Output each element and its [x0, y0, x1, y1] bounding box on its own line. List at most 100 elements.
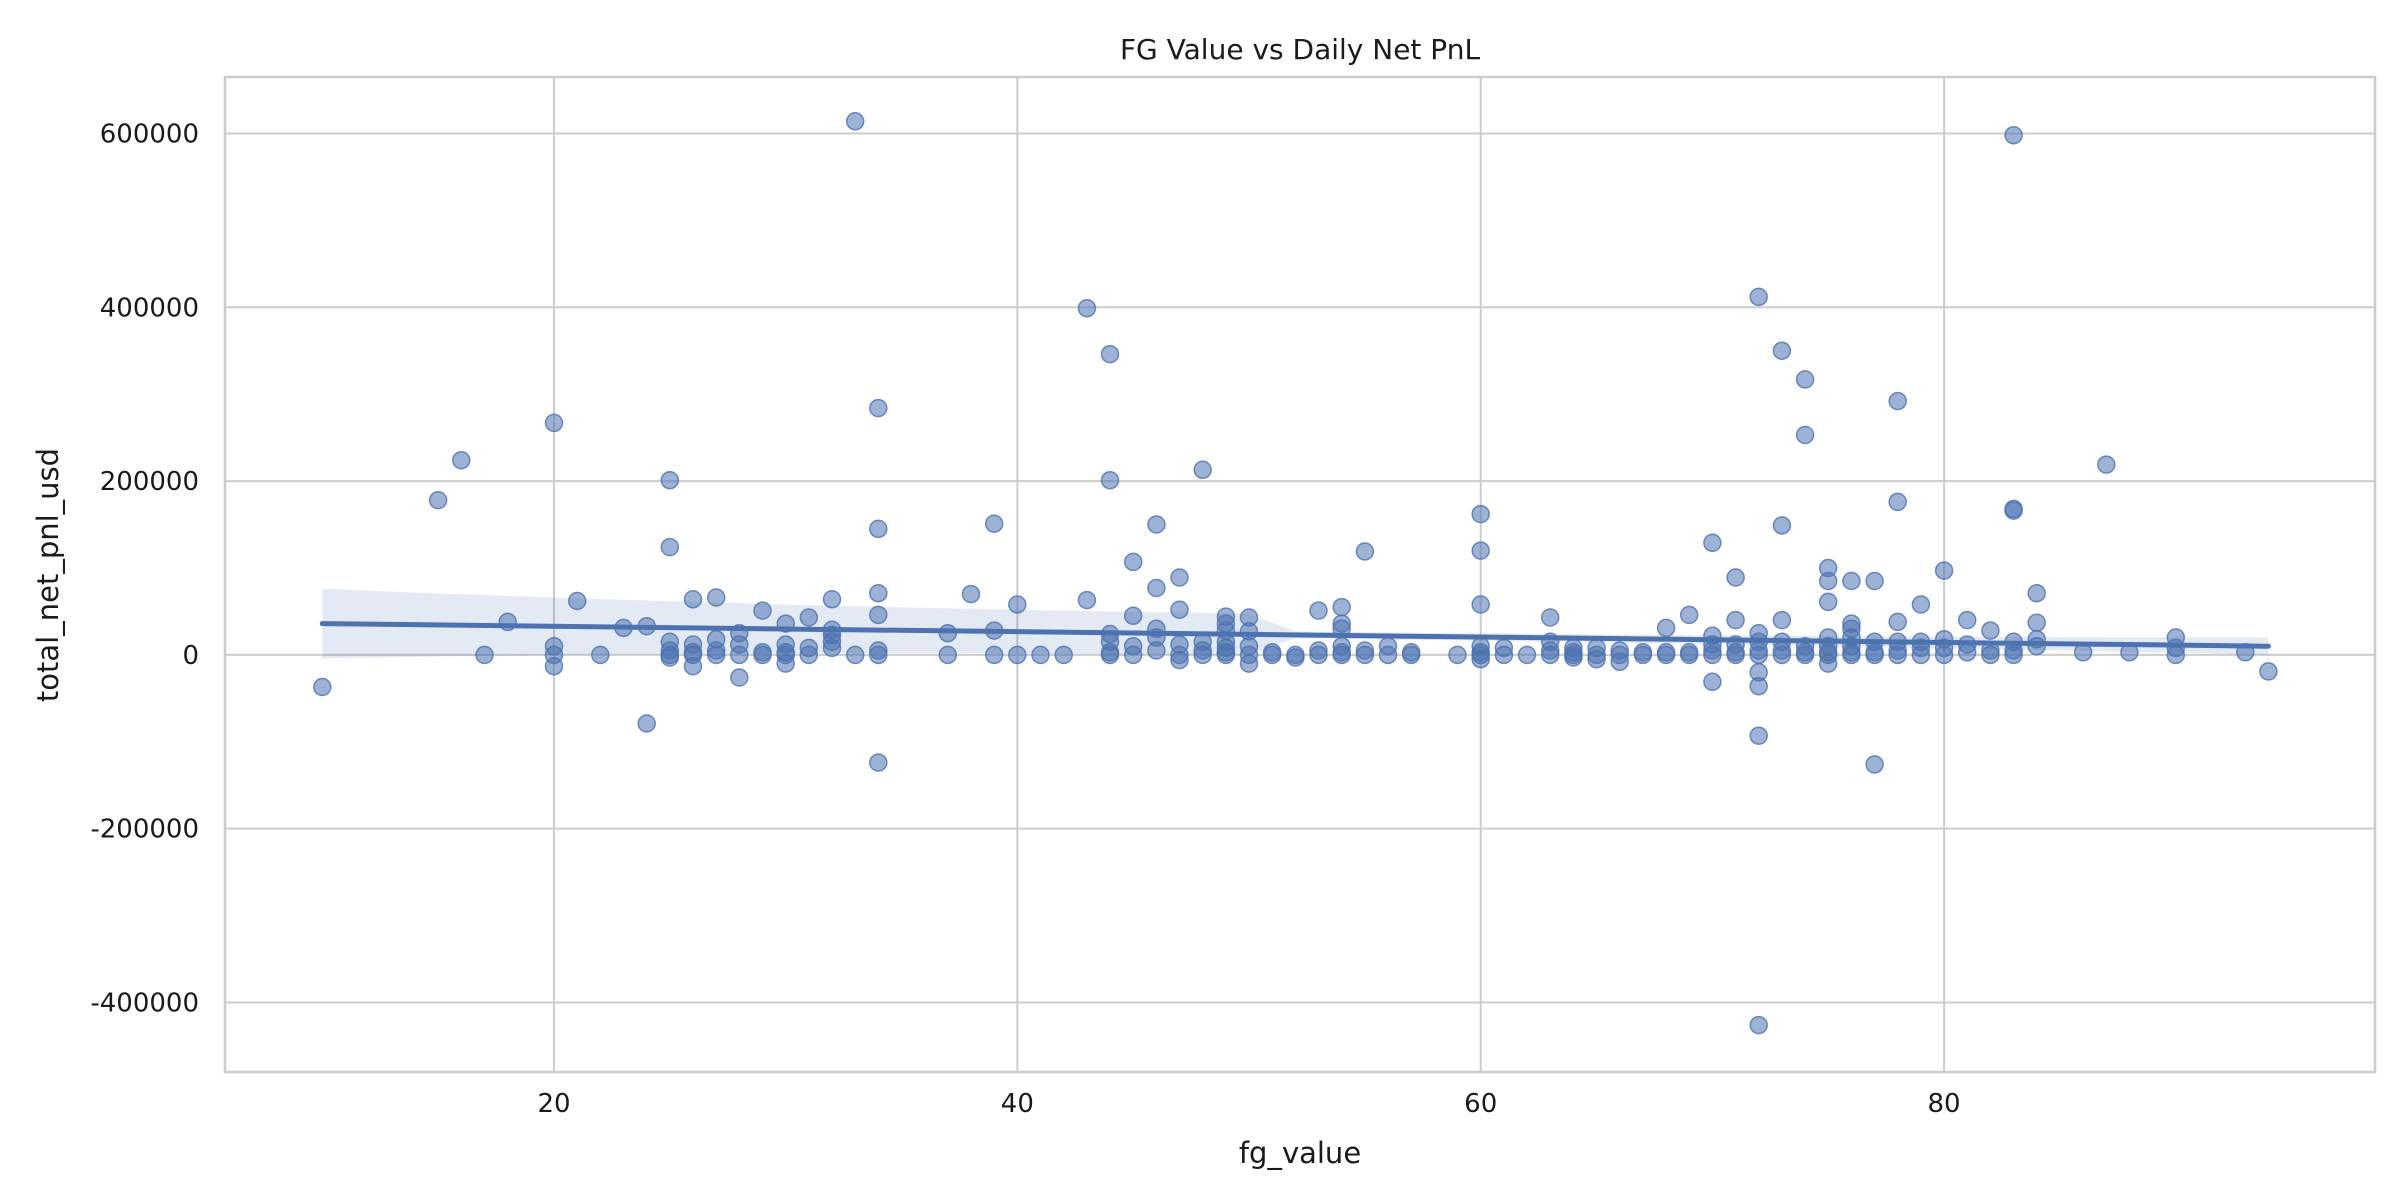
- data-point: [753, 645, 772, 665]
- data-point: [845, 112, 865, 131]
- data-point: [1587, 649, 1606, 669]
- y-tick-label: 0: [182, 641, 199, 671]
- data-point: [2166, 645, 2186, 665]
- data-point: [984, 514, 1004, 533]
- data-point: [706, 588, 726, 607]
- data-point: [1703, 672, 1722, 692]
- data-point: [1494, 645, 1514, 665]
- regression-layer: [319, 621, 2271, 649]
- data-point: [1888, 492, 1907, 512]
- x-tick-label: 40: [1001, 1089, 1034, 1119]
- data-point: [1170, 600, 1189, 619]
- data-point: [1193, 460, 1212, 480]
- data-point: [1077, 298, 1097, 318]
- data-point: [1216, 645, 1236, 665]
- data-point: [845, 645, 865, 665]
- data-point: [1239, 654, 1259, 673]
- data-point: [1865, 571, 1884, 591]
- data-point: [1772, 341, 1792, 360]
- data-point: [1934, 561, 1954, 580]
- regression-line: [319, 621, 2271, 649]
- data-point: [2027, 583, 2046, 603]
- grid: [225, 77, 2375, 1072]
- data-point: [1795, 425, 1815, 445]
- data-point: [1448, 645, 1467, 665]
- data-point: [1517, 645, 1537, 665]
- data-point: [1888, 645, 1907, 665]
- data-point: [706, 645, 726, 665]
- data-point: [1008, 595, 1027, 614]
- data-point: [2004, 645, 2023, 665]
- data-point: [1008, 645, 1027, 665]
- x-axis-label: fg_value: [1239, 1136, 1361, 1170]
- data-point: [2259, 662, 2278, 681]
- data-point: [660, 470, 680, 490]
- data-point: [637, 714, 656, 733]
- data-point: [1981, 621, 2000, 640]
- data-point: [1309, 645, 1328, 665]
- data-point: [869, 398, 888, 418]
- data-point: [660, 537, 680, 557]
- data-point: [1795, 370, 1815, 389]
- data-point: [2097, 455, 2116, 474]
- data-point: [1865, 755, 1884, 774]
- x-tick-label: 60: [1464, 1089, 1497, 1119]
- data-point: [1123, 552, 1143, 572]
- x-tick-label: 20: [537, 1089, 570, 1119]
- data-point: [2027, 636, 2046, 656]
- data-point: [1957, 643, 1977, 662]
- data-point: [1818, 592, 1838, 612]
- data-point: [544, 413, 564, 433]
- data-point: [799, 645, 819, 665]
- data-point: [2004, 125, 2023, 145]
- data-point: [869, 605, 888, 625]
- y-tick-label: -400000: [90, 988, 199, 1018]
- data-point: [660, 648, 680, 667]
- data-point: [1262, 645, 1282, 665]
- y-tick-label: 200000: [100, 467, 199, 497]
- data-point: [475, 645, 494, 665]
- data-point: [1564, 648, 1583, 667]
- data-point: [1123, 606, 1143, 626]
- data-point: [1100, 470, 1120, 490]
- data-point: [1355, 542, 1375, 561]
- data-point: [1100, 645, 1120, 665]
- data-point: [1726, 568, 1745, 587]
- data-point: [1818, 571, 1838, 591]
- data-point: [1123, 645, 1143, 665]
- data-point: [1749, 1015, 1768, 1035]
- data-point: [869, 645, 888, 665]
- data-point: [822, 638, 842, 658]
- data-point: [1332, 597, 1351, 617]
- data-point: [1772, 516, 1792, 535]
- data-point: [1170, 650, 1189, 670]
- data-point: [1147, 641, 1166, 660]
- data-point: [869, 519, 888, 539]
- x-tick-label: 80: [1928, 1089, 1961, 1119]
- data-point: [822, 590, 842, 609]
- data-point: [730, 645, 749, 665]
- data-point: [1981, 645, 2000, 665]
- data-point: [1471, 504, 1490, 524]
- data-point: [1934, 645, 1954, 665]
- data-point: [1726, 645, 1745, 665]
- data-point: [1540, 645, 1560, 665]
- data-point: [1633, 645, 1653, 665]
- data-point: [2004, 501, 2023, 520]
- data-point: [1100, 344, 1120, 364]
- data-point: [1865, 645, 1884, 665]
- data-point: [1888, 391, 1907, 411]
- data-point: [1772, 645, 1792, 665]
- data-point: [730, 668, 749, 687]
- data-point: [1170, 568, 1189, 587]
- y-tick-label: 400000: [100, 293, 199, 323]
- y-tick-label: -200000: [90, 815, 199, 845]
- data-point: [984, 645, 1004, 665]
- plot-frame: [223, 75, 2377, 1074]
- data-point: [1726, 610, 1745, 630]
- data-point: [1795, 645, 1815, 665]
- data-point: [428, 490, 448, 510]
- data-point: [544, 645, 564, 665]
